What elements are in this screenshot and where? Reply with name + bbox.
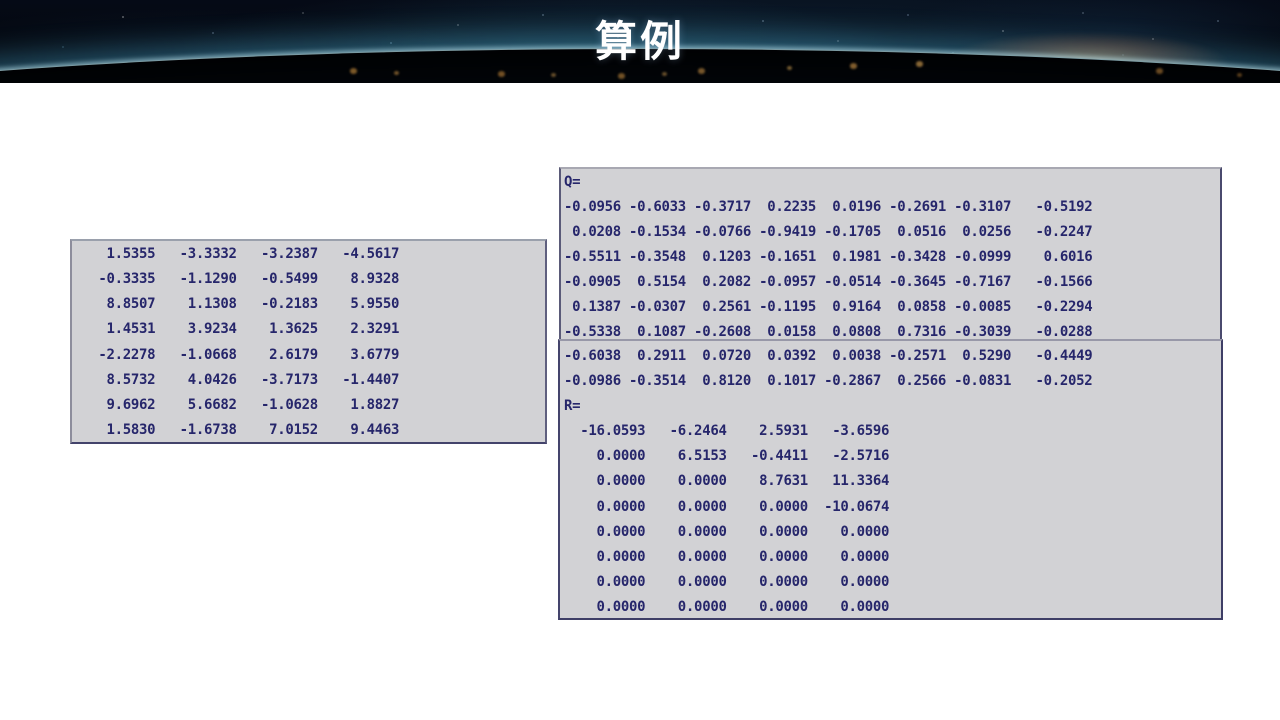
stars-decoration: [2, 2, 4, 4]
r-matrix-text: -0.6038 0.2911 0.0720 0.0392 0.0038 -0.2…: [564, 348, 1093, 615]
q-matrix-panel: Q= -0.0956 -0.6033 -0.3717 0.2235 0.0196…: [559, 167, 1222, 341]
q-matrix-text: Q= -0.0956 -0.6033 -0.3717 0.2235 0.0196…: [564, 174, 1093, 340]
city-lights: [0, 0, 3, 2]
input-matrix-text: 1.5355 -3.3332 -3.2387 -4.5617 -0.3335 -…: [98, 246, 400, 439]
input-matrix-panel: 1.5355 -3.3332 -3.2387 -4.5617 -0.3335 -…: [70, 239, 547, 444]
slide-title: 算例: [594, 17, 685, 66]
r-matrix-panel: -0.6038 0.2911 0.0720 0.0392 0.0038 -0.2…: [558, 339, 1223, 620]
slide-header: 算例: [0, 0, 1280, 83]
